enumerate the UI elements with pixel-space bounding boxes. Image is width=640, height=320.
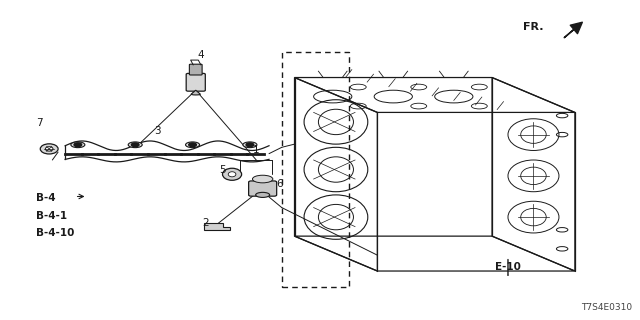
Bar bbox=[282, 52, 349, 287]
Text: B-4-10: B-4-10 bbox=[36, 228, 75, 238]
Circle shape bbox=[74, 143, 82, 147]
Text: 6: 6 bbox=[276, 179, 284, 189]
Ellipse shape bbox=[243, 142, 257, 148]
FancyBboxPatch shape bbox=[186, 73, 205, 91]
Text: 4: 4 bbox=[198, 50, 204, 60]
Polygon shape bbox=[204, 223, 230, 230]
Ellipse shape bbox=[128, 142, 142, 148]
Ellipse shape bbox=[45, 147, 53, 151]
Text: 1: 1 bbox=[253, 145, 260, 155]
Text: 2: 2 bbox=[202, 219, 209, 228]
Text: FR.: FR. bbox=[522, 22, 543, 32]
Text: B-4-1: B-4-1 bbox=[36, 211, 68, 220]
Ellipse shape bbox=[252, 175, 273, 183]
Text: E-10: E-10 bbox=[495, 261, 521, 271]
Text: 3: 3 bbox=[154, 126, 161, 136]
Circle shape bbox=[189, 143, 196, 147]
Circle shape bbox=[131, 143, 139, 147]
FancyBboxPatch shape bbox=[189, 64, 202, 75]
Text: T7S4E0310: T7S4E0310 bbox=[581, 303, 632, 312]
Text: B-4: B-4 bbox=[36, 193, 56, 203]
Ellipse shape bbox=[71, 142, 85, 148]
Ellipse shape bbox=[186, 142, 200, 148]
FancyArrowPatch shape bbox=[564, 22, 582, 38]
Ellipse shape bbox=[255, 192, 269, 197]
Ellipse shape bbox=[223, 168, 242, 180]
Text: 7: 7 bbox=[36, 118, 43, 128]
Ellipse shape bbox=[228, 172, 236, 177]
Ellipse shape bbox=[40, 144, 58, 154]
FancyBboxPatch shape bbox=[248, 181, 276, 196]
Circle shape bbox=[246, 143, 253, 147]
Wedge shape bbox=[191, 90, 200, 95]
Text: 5: 5 bbox=[219, 164, 226, 174]
